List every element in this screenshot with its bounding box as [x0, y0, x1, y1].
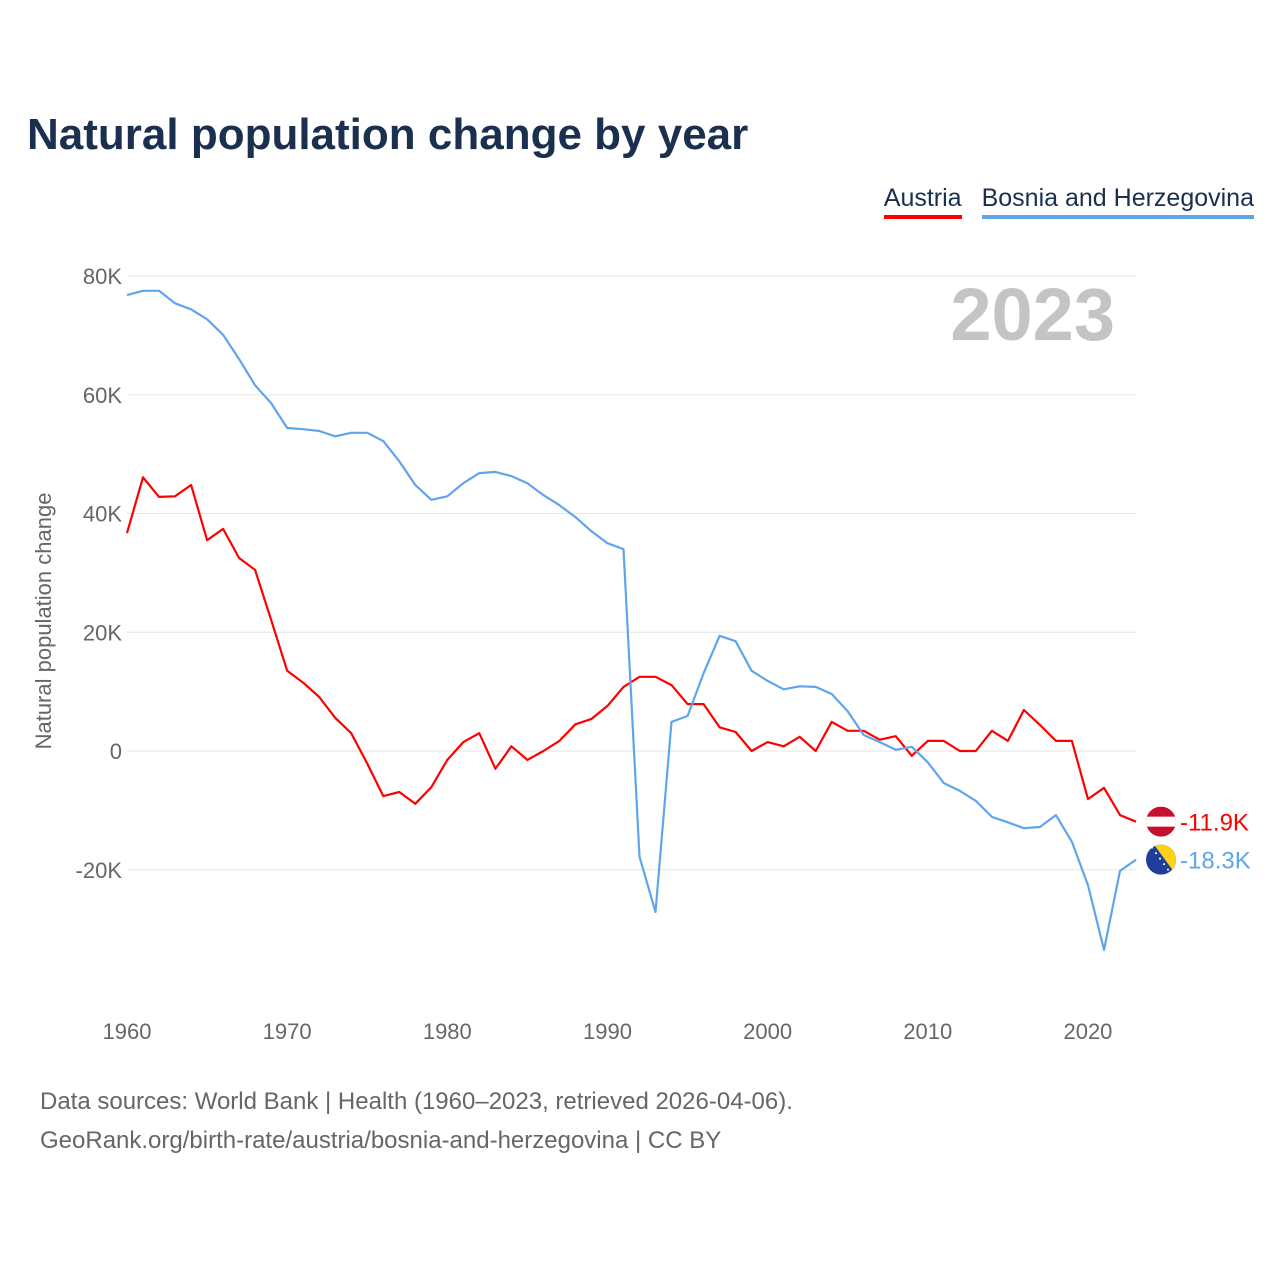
x-tick-label: 1980 — [423, 1019, 472, 1044]
y-tick-label: 20K — [83, 620, 122, 645]
footer-sources: Data sources: World Bank | Health (1960–… — [40, 1088, 793, 1115]
y-tick-label: 60K — [83, 383, 122, 408]
y-axis-label: Natural population change — [31, 493, 56, 750]
legend-bosnia[interactable]: Bosnia and Herzegovina — [981, 184, 1254, 219]
bosnia-flag-icon — [1146, 844, 1176, 875]
chart-title: Natural population change by year — [27, 110, 749, 159]
legend: Austria Bosnia and Herzegovina — [883, 184, 1254, 219]
legend-austria[interactable]: Austria — [883, 184, 962, 219]
x-tick-label: 2010 — [903, 1019, 952, 1044]
y-tick-label: 40K — [83, 502, 122, 527]
footer-link[interactable]: GeoRank.org/birth-rate/austria/bosnia-an… — [40, 1127, 722, 1154]
series-line-bosnia[interactable] — [126, 289, 1137, 952]
end-value-label: -18.3K — [1180, 848, 1251, 875]
x-tick-label: 2020 — [1063, 1019, 1112, 1044]
y-tick-label: -20K — [76, 858, 123, 883]
end-value-label: -11.9K — [1180, 810, 1249, 837]
x-tick-label: 1990 — [583, 1019, 632, 1044]
x-tick-label: 2000 — [743, 1019, 792, 1044]
y-tick-label: 80K — [83, 264, 122, 289]
y-tick-label: 0 — [110, 739, 122, 764]
x-tick-label: 1970 — [263, 1019, 312, 1044]
series-line-austria[interactable] — [125, 476, 1137, 823]
year-watermark: 2023 — [950, 273, 1115, 356]
austria-flag-icon — [1146, 806, 1176, 837]
x-tick-label: 1960 — [103, 1019, 152, 1044]
